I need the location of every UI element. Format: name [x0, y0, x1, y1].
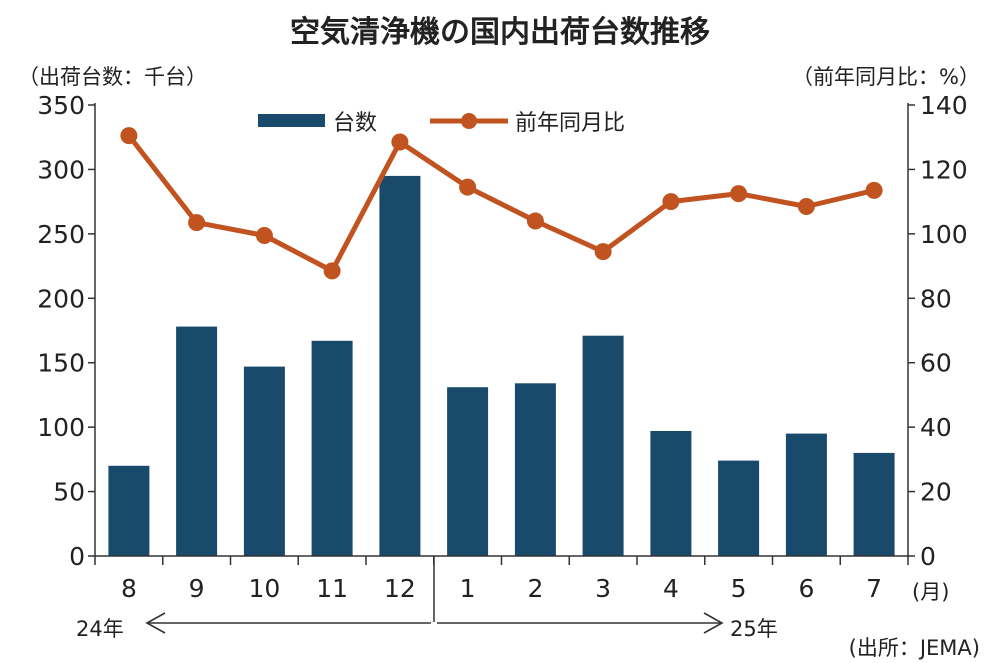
bar-6	[785, 433, 827, 556]
bar-5	[718, 460, 760, 556]
yoy-point-1	[459, 178, 477, 196]
left-tick-label-300: 300	[37, 155, 85, 184]
right-tick-label-20: 20	[920, 478, 952, 507]
yoy-point-11	[323, 262, 341, 280]
left-tick-label-100: 100	[37, 413, 85, 442]
left-tick-label-200: 200	[37, 284, 85, 313]
x-tick-label-5: 5	[731, 574, 747, 603]
x-tick-label-9: 9	[189, 574, 205, 603]
yoy-point-4	[662, 193, 680, 211]
x-axis-ticks	[94, 556, 909, 565]
left-tick-label-350: 350	[37, 91, 85, 120]
yoy-point-3	[594, 243, 612, 261]
legend-line-marker	[461, 113, 477, 129]
right-tick-label-100: 100	[920, 220, 968, 249]
yoy-point-5	[730, 185, 748, 203]
x-tick-label-7: 7	[866, 574, 882, 603]
right-axis-ticks: 0 20 40 60 80 100 120 140	[908, 91, 968, 571]
left-tick-label-0: 0	[69, 542, 85, 571]
yoy-point-12	[391, 133, 409, 151]
right-tick-label-0: 0	[920, 542, 936, 571]
line-series	[120, 127, 883, 280]
legend: 台数 前年同月比	[258, 111, 625, 136]
source-note: (出所：JEMA)	[849, 636, 980, 660]
yoy-point-2	[526, 212, 544, 230]
yoy-point-9	[188, 214, 206, 232]
x-tick-label-1: 1	[460, 574, 476, 603]
yoy-point-6	[797, 198, 815, 215]
bar-3	[582, 335, 624, 556]
x-tick-label-11: 11	[316, 574, 348, 603]
right-tick-label-120: 120	[920, 155, 968, 184]
bar-series	[108, 175, 895, 556]
x-tick-label-3: 3	[595, 574, 611, 603]
bar-12	[379, 175, 421, 556]
x-tick-label-8: 8	[121, 574, 137, 603]
bar-11	[311, 340, 353, 556]
right-tick-label-80: 80	[920, 284, 952, 313]
bar-2	[514, 383, 556, 556]
left-tick-label-250: 250	[37, 220, 85, 249]
bar-4	[650, 431, 692, 556]
legend-bar-swatch	[258, 114, 325, 127]
chart-title: 空気清浄機の国内出荷台数推移	[290, 15, 710, 50]
right-axis-unit: （前年同月比：%）	[792, 65, 980, 89]
x-tick-label-2: 2	[527, 574, 543, 603]
yoy-point-8	[120, 127, 138, 145]
left-tick-label-150: 150	[37, 349, 85, 378]
bar-8	[108, 465, 150, 556]
year-label-2024: 24年	[76, 617, 124, 641]
bar-9	[176, 326, 218, 556]
right-tick-label-140: 140	[920, 91, 968, 120]
yoy-line	[126, 134, 875, 274]
bar-1	[447, 387, 489, 556]
x-tick-label-6: 6	[798, 574, 814, 603]
x-axis-unit: (月)	[912, 580, 949, 604]
left-tick-label-50: 50	[53, 478, 85, 507]
year-label-2025: 25年	[730, 617, 778, 641]
yoy-point-7	[865, 181, 883, 199]
yoy-point-10	[255, 227, 273, 244]
right-tick-label-60: 60	[920, 349, 952, 378]
right-tick-label-40: 40	[920, 413, 952, 442]
left-axis-ticks: 0 50 100 150 200 250 300 350	[37, 91, 95, 571]
bar-10	[243, 366, 285, 556]
x-tick-label-12: 12	[384, 574, 416, 603]
x-tick-label-4: 4	[663, 574, 679, 603]
legend-bar-label: 台数	[333, 111, 377, 136]
year-2024-arrow	[145, 612, 431, 634]
bar-7	[853, 452, 895, 556]
left-axis-unit: （出荷台数：千台）	[18, 65, 207, 89]
x-axis-labels: 8 9 10 11 12 1 2 3 4 5 6 7	[121, 574, 882, 603]
x-tick-label-10: 10	[248, 574, 280, 603]
legend-line-label: 前年同月比	[515, 111, 625, 136]
year-2025-arrow	[437, 612, 724, 634]
